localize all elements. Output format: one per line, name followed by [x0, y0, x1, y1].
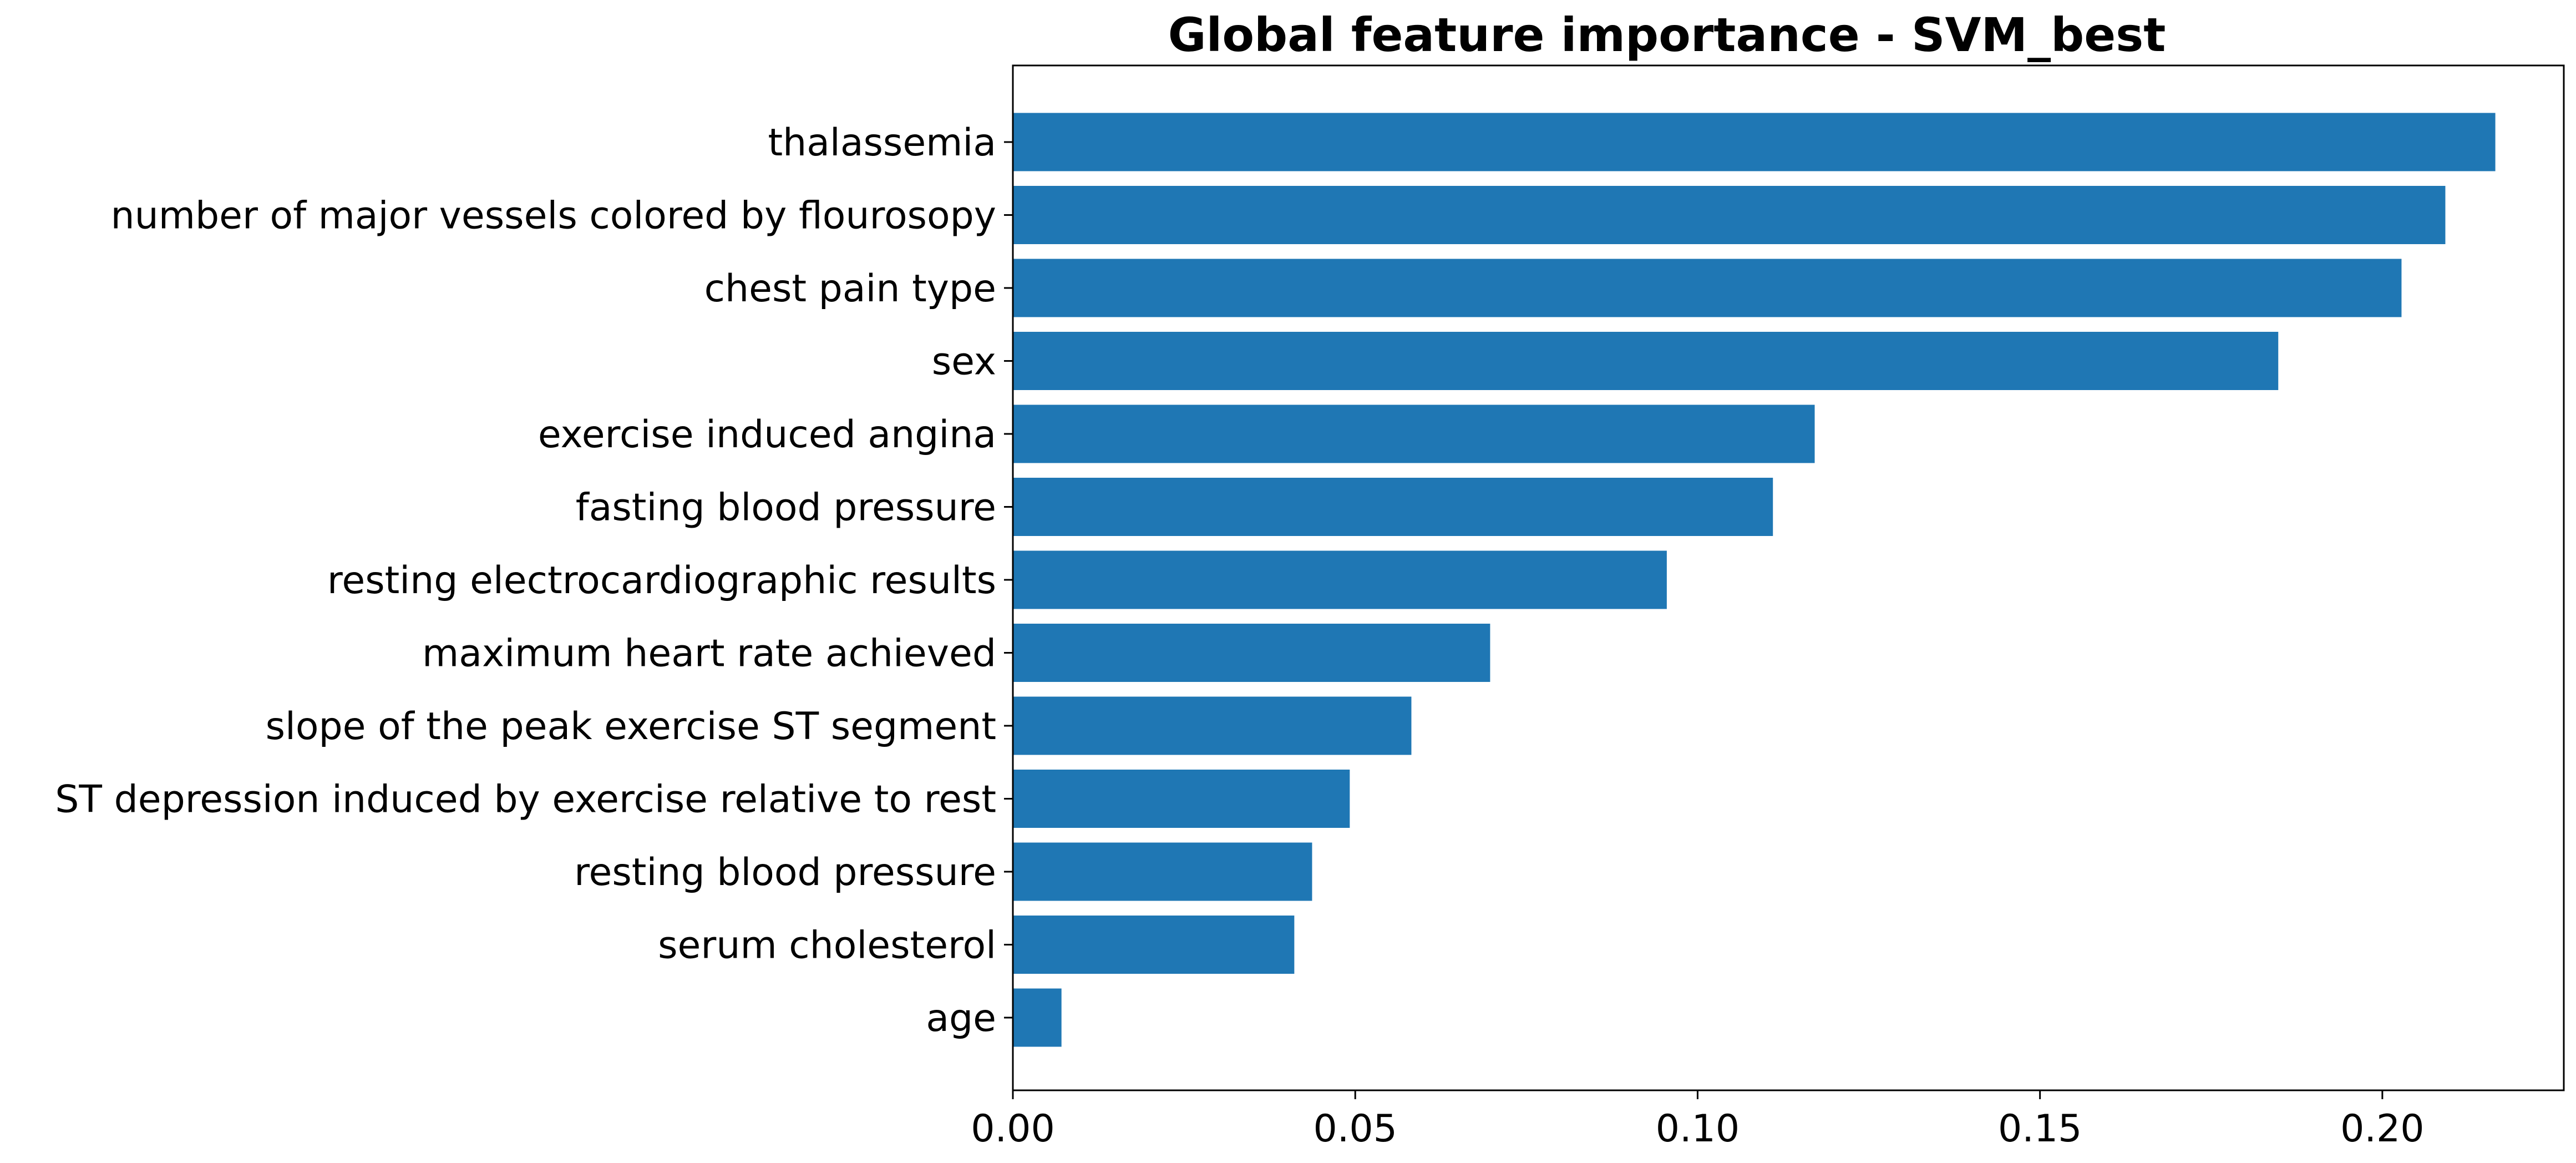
bar-0	[1013, 113, 2496, 171]
y-tick-label-11: serum cholesterol	[658, 924, 996, 968]
y-tick-label-12: age	[926, 997, 996, 1040]
y-tick-label-2: chest pain type	[704, 267, 996, 311]
y-tick-labels: thalassemia number of major vessels color…	[55, 121, 1013, 1040]
y-tick-label-6: resting electrocardiographic results	[327, 559, 996, 603]
bar-3	[1013, 332, 2279, 390]
x-tick-label-4: 0.20	[2340, 1107, 2424, 1151]
bar-4	[1013, 404, 1815, 463]
y-tick-label-1: number of major vessels colored by flour…	[111, 194, 996, 238]
bar-8	[1013, 696, 1412, 755]
bar-11	[1013, 916, 1295, 974]
bar-10	[1013, 842, 1312, 901]
x-tick-label-0: 0.00	[971, 1107, 1054, 1151]
plot-frame	[1012, 64, 2565, 1091]
y-tick-label-10: resting blood pressure	[574, 851, 996, 894]
bar-9	[1013, 770, 1350, 828]
y-tick-label-9: ST depression induced by exercise relati…	[55, 778, 996, 822]
bar-2	[1013, 259, 2402, 317]
bar-6	[1013, 550, 1667, 609]
bars-group	[1013, 113, 2496, 1047]
y-tick-label-5: fasting blood pressure	[576, 486, 996, 530]
y-tick-label-4: exercise induced angina	[538, 413, 996, 457]
x-tick-label-2: 0.10	[1656, 1107, 1740, 1151]
bar-5	[1013, 478, 1773, 536]
y-tick-label-3: sex	[932, 340, 996, 384]
x-tick-label-3: 0.15	[1998, 1107, 2082, 1151]
bar-12	[1013, 988, 1062, 1047]
x-tick-label-1: 0.05	[1314, 1107, 1397, 1151]
y-tick-label-7: maximum heart rate achieved	[422, 632, 996, 676]
y-tick-label-0: thalassemia	[768, 121, 997, 165]
bar-7	[1013, 624, 1490, 682]
bar-1	[1013, 186, 2446, 244]
y-tick-label-8: slope of the peak exercise ST segment	[266, 705, 996, 749]
chart-title: Global feature importance - SVM_best	[1168, 8, 2166, 62]
x-ticks: 0.00 0.05 0.10 0.15 0.20	[971, 1090, 2425, 1151]
